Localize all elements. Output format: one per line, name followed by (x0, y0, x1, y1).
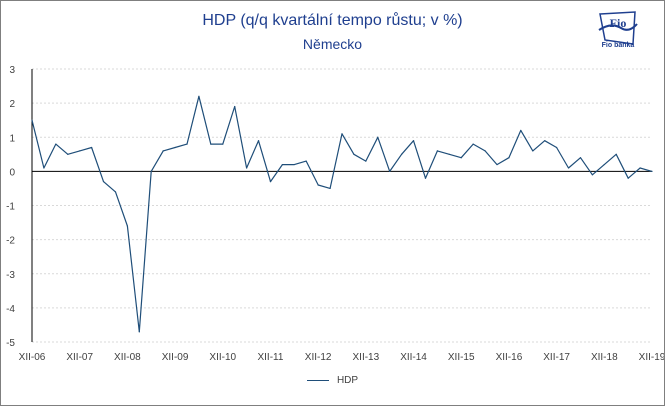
gridlines (32, 68, 652, 343)
data-point (269, 181, 272, 183)
logo-text: Fio banka (601, 42, 635, 49)
data-point (448, 153, 450, 155)
data-point (508, 157, 510, 159)
data-point (579, 157, 582, 159)
data-point (186, 143, 188, 145)
data-point (377, 136, 379, 138)
x-tick-label: XII-16 (496, 352, 523, 363)
data-point (329, 187, 331, 190)
x-tick-label: XII-06 (19, 352, 46, 363)
data-point (401, 153, 403, 155)
data-point (174, 146, 176, 149)
y-tick-label: -2 (6, 236, 15, 247)
data-point (55, 143, 57, 145)
data-point (246, 167, 248, 169)
x-tick-label: XII-19 (639, 352, 664, 363)
series-line-hdp (31, 95, 653, 333)
data-point (615, 153, 617, 155)
y-tick-label: 1 (9, 133, 15, 144)
legend-label: HDP (336, 375, 359, 386)
data-point (317, 184, 319, 186)
data-point (567, 167, 570, 169)
chart-subtitle: Německo (302, 36, 363, 52)
data-point (496, 163, 498, 166)
data-point (43, 167, 45, 169)
data-point (114, 191, 117, 193)
data-point (31, 119, 33, 121)
data-point (353, 153, 355, 155)
tick-labels: 3 2 1 0 -1 -2 -3 -4 -5 XII-06 XII-07 XII-08 XII-09 XI… (6, 65, 664, 363)
data-point (460, 157, 462, 159)
x-tick-label: XII-09 (162, 352, 189, 363)
data-point (532, 150, 534, 152)
data-point (603, 163, 605, 166)
data-point (627, 177, 629, 179)
x-tick-label: XII-13 (353, 352, 380, 363)
data-point (639, 167, 641, 169)
x-tick-label: XII-10 (209, 352, 236, 363)
data-point (234, 105, 236, 108)
y-tick-label: -4 (6, 304, 15, 315)
data-point (436, 150, 438, 152)
data-point (126, 225, 128, 227)
x-tick-label: XII-11 (257, 352, 283, 363)
legend: HDP (1, 375, 664, 386)
x-tick-label: XII-18 (591, 352, 618, 363)
data-point (222, 143, 224, 145)
data-point (305, 160, 307, 162)
data-point (389, 170, 391, 172)
fio-logo-icon: Fio (598, 11, 638, 45)
data-point (79, 150, 81, 152)
x-tick-label: XII-14 (400, 352, 427, 363)
data-point (198, 95, 200, 97)
axes (31, 69, 652, 342)
data-point (424, 177, 427, 179)
y-tick-label: 3 (9, 65, 15, 76)
x-tick-label: XII-15 (448, 352, 475, 363)
y-tick-label: -5 (6, 338, 15, 349)
y-tick-label: 0 (9, 167, 15, 178)
y-tick-label: 2 (9, 99, 15, 110)
data-point (365, 160, 367, 162)
data-point (293, 163, 295, 166)
x-tick-label: XII-07 (66, 352, 93, 363)
data-point (138, 331, 140, 333)
data-point (484, 150, 486, 152)
data-point (544, 140, 546, 142)
data-point (651, 170, 653, 172)
data-point (257, 140, 260, 142)
series-layer (31, 95, 653, 333)
data-point (150, 170, 152, 172)
legend-swatch (306, 379, 329, 381)
data-point (412, 140, 415, 142)
x-tick-label: XII-17 (543, 352, 570, 363)
logo-mark: Fio (610, 16, 627, 30)
data-point (472, 143, 474, 145)
data-point (210, 143, 212, 145)
data-point (591, 174, 593, 176)
data-point (67, 153, 69, 155)
data-point (341, 133, 343, 135)
data-point (102, 181, 105, 183)
chart-title: HDP (q/q kvartální tempo růstu; v %) (202, 12, 463, 29)
data-point (162, 150, 164, 152)
data-point (91, 146, 93, 149)
y-tick-label: -3 (6, 270, 15, 281)
data-point (556, 146, 558, 149)
data-point (520, 129, 522, 132)
x-tick-label: XII-08 (114, 352, 141, 363)
x-tick-label: XII-12 (305, 352, 332, 363)
data-point (281, 163, 283, 166)
y-tick-label: -1 (6, 202, 15, 213)
